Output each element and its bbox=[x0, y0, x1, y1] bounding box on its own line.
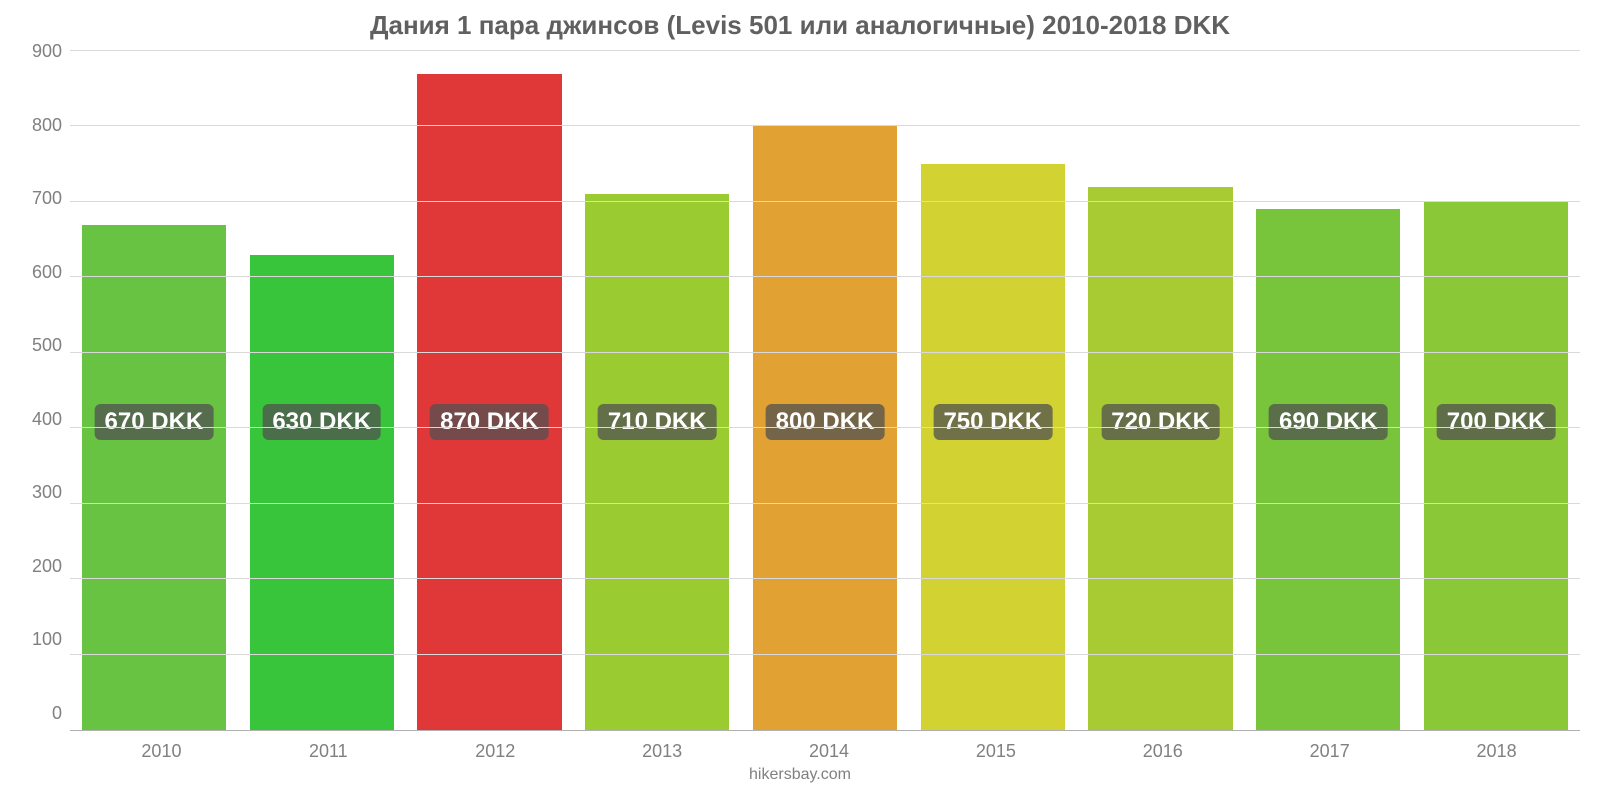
bar-slot: 710 DKK bbox=[573, 51, 741, 730]
gridline bbox=[70, 503, 1580, 504]
y-axis: 900 800 700 600 500 400 300 200 100 0 bbox=[20, 42, 70, 722]
gridline bbox=[70, 352, 1580, 353]
y-tick-label: 200 bbox=[32, 557, 62, 575]
x-tick-label: 2010 bbox=[78, 731, 245, 762]
value-label: 710 DKK bbox=[598, 404, 717, 440]
plot-row: 9008007006005004003002001000 670 DKK630 … bbox=[20, 51, 1580, 731]
gridline bbox=[70, 201, 1580, 202]
chart-title: Дания 1 пара джинсов (Levis 501 или анал… bbox=[20, 10, 1580, 41]
bar bbox=[417, 74, 561, 730]
value-label: 690 DKK bbox=[1269, 404, 1388, 440]
gridline bbox=[70, 50, 1580, 51]
gridline bbox=[70, 654, 1580, 655]
value-label: 670 DKK bbox=[95, 404, 214, 440]
gridline bbox=[70, 427, 1580, 428]
y-tick-label: 300 bbox=[32, 483, 62, 501]
y-tick-label: 500 bbox=[32, 336, 62, 354]
y-tick-label: 400 bbox=[32, 410, 62, 428]
value-label: 630 DKK bbox=[262, 404, 381, 440]
bar bbox=[585, 194, 729, 730]
x-tick-label: 2017 bbox=[1246, 731, 1413, 762]
bar-slot: 630 DKK bbox=[238, 51, 406, 730]
y-tick-label: 800 bbox=[32, 116, 62, 134]
value-label: 720 DKK bbox=[1101, 404, 1220, 440]
y-tick-label: 600 bbox=[32, 263, 62, 281]
x-tick-label: 2012 bbox=[412, 731, 579, 762]
bar bbox=[1424, 202, 1568, 730]
x-tick-label: 2015 bbox=[912, 731, 1079, 762]
bar-slot: 690 DKK bbox=[1244, 51, 1412, 730]
bar bbox=[250, 255, 394, 730]
bar bbox=[1088, 187, 1232, 730]
x-tick-label: 2013 bbox=[579, 731, 746, 762]
y-tick-label: 100 bbox=[32, 630, 62, 648]
attribution: hikersbay.com bbox=[20, 766, 1580, 784]
gridline bbox=[70, 276, 1580, 277]
bar-slot: 720 DKK bbox=[1077, 51, 1245, 730]
y-tick-label: 900 bbox=[32, 42, 62, 60]
bar-slot: 750 DKK bbox=[909, 51, 1077, 730]
chart-container: Дания 1 пара джинсов (Levis 501 или анал… bbox=[0, 0, 1600, 800]
x-tick-label: 2014 bbox=[746, 731, 913, 762]
value-label: 800 DKK bbox=[766, 404, 885, 440]
x-axis-spacer bbox=[20, 731, 78, 762]
gridline bbox=[70, 125, 1580, 126]
plot-area: 670 DKK 630 DKK 870 DKK 710 DKK 800 DKK 750 D… bbox=[70, 51, 1580, 731]
x-tick-group: 201020112012201320142015201620172018 bbox=[78, 731, 1580, 762]
x-tick-label: 2016 bbox=[1079, 731, 1246, 762]
x-tick-label: 2018 bbox=[1413, 731, 1580, 762]
y-tick-label: 700 bbox=[32, 189, 62, 207]
x-axis: 201020112012201320142015201620172018 bbox=[20, 731, 1580, 762]
bar-slot: 670 DKK bbox=[70, 51, 238, 730]
bar-slot: 700 DKK bbox=[1412, 51, 1580, 730]
value-label: 700 DKK bbox=[1437, 404, 1556, 440]
bar-slot: 800 DKK bbox=[741, 51, 909, 730]
bar bbox=[1256, 209, 1400, 730]
value-label: 870 DKK bbox=[430, 404, 549, 440]
bar bbox=[921, 164, 1065, 730]
bar-slot: 870 DKK bbox=[406, 51, 574, 730]
gridline bbox=[70, 578, 1580, 579]
y-tick-label: 0 bbox=[52, 704, 62, 722]
value-label: 750 DKK bbox=[933, 404, 1052, 440]
bars-group: 670 DKK 630 DKK 870 DKK 710 DKK 800 DKK 750 D… bbox=[70, 51, 1580, 730]
x-tick-label: 2011 bbox=[245, 731, 412, 762]
